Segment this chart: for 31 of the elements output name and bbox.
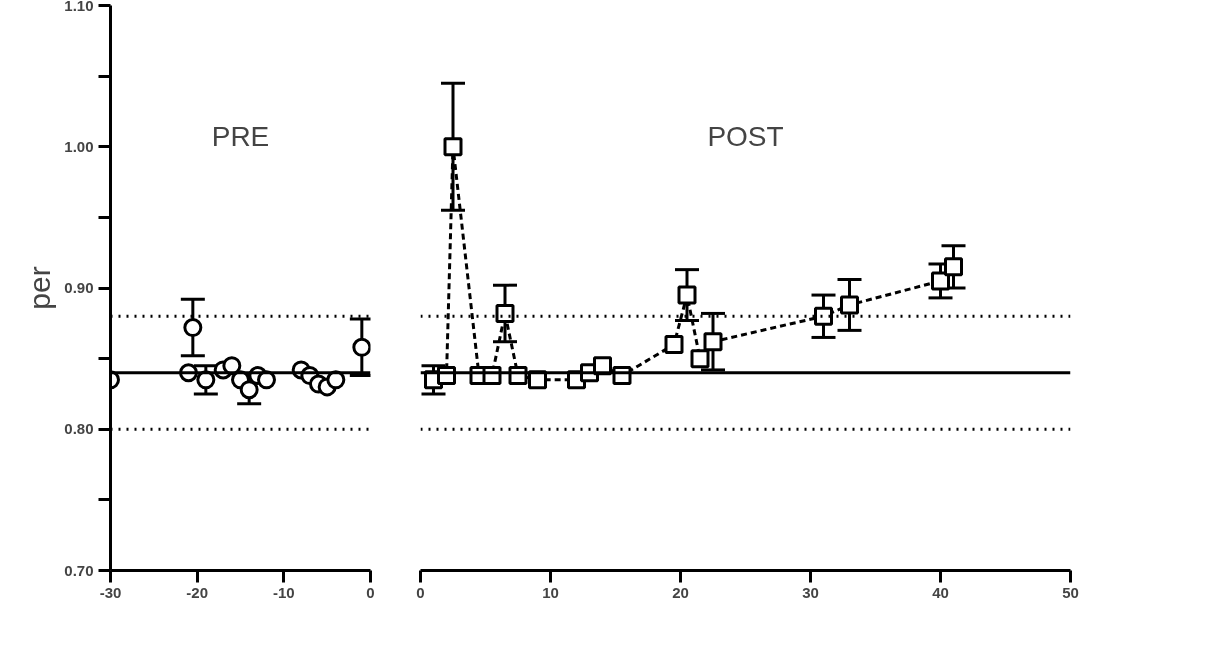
x-tick-label: 30 [802, 583, 819, 601]
point [931, 271, 950, 291]
point [664, 335, 684, 354]
x-tick-label: -30 [99, 583, 122, 601]
point [443, 137, 463, 157]
point [944, 257, 963, 277]
annotation: PRE [211, 121, 270, 153]
y-tick-label: 0.80 [64, 420, 94, 438]
x-tick-label: 40 [932, 583, 949, 601]
point [840, 295, 859, 315]
x-tick-label: 50 [1062, 583, 1079, 601]
point [690, 349, 710, 369]
y-tick-label: 1.10 [64, 0, 94, 14]
x-tick-label: -10 [272, 583, 295, 601]
x-tick-label: 0 [366, 583, 375, 601]
x-tick-label: 0 [416, 583, 425, 601]
y-tick-label: 0.70 [64, 561, 94, 579]
point [495, 303, 515, 323]
y-tick-label: 0.90 [64, 279, 94, 296]
x-tick-label: -20 [186, 583, 209, 601]
y-axis-title: per [23, 266, 57, 310]
point [814, 306, 833, 326]
annotation: POST [707, 121, 784, 153]
point [239, 380, 259, 400]
x-tick-label: 20 [672, 583, 689, 601]
point [703, 332, 723, 352]
x-tick-label: 10 [542, 583, 559, 601]
point [183, 318, 203, 338]
point [352, 337, 371, 357]
y-tick-label: 1.00 [64, 137, 94, 155]
point [677, 285, 697, 305]
